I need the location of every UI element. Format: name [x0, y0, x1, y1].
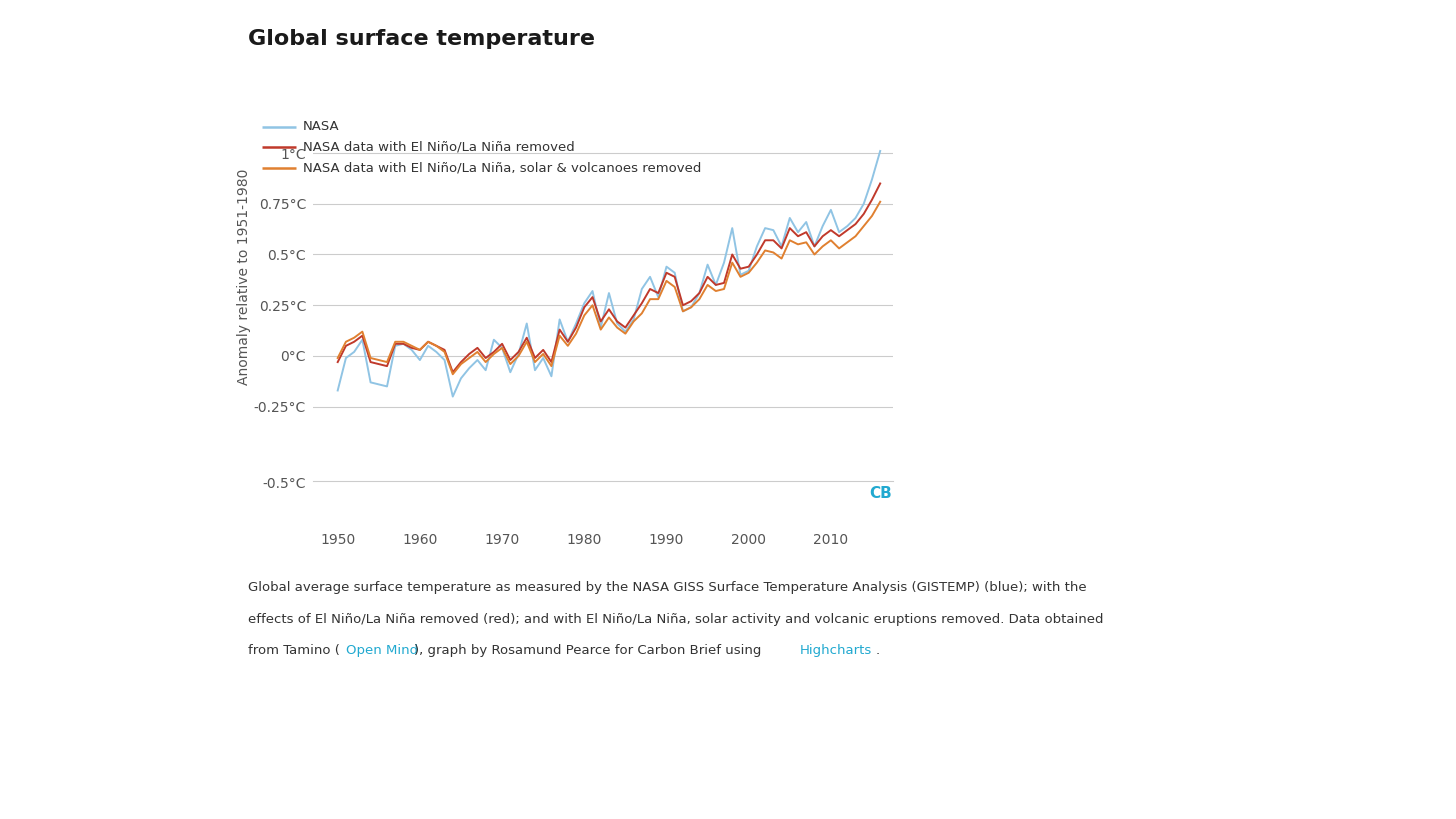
Text: NASA: NASA	[303, 120, 339, 133]
Text: Global average surface temperature as measured by the NASA GISS Surface Temperat: Global average surface temperature as me…	[248, 581, 1086, 595]
Text: Global surface temperature: Global surface temperature	[248, 29, 594, 48]
Text: Open Mind: Open Mind	[347, 644, 418, 657]
Text: ), graph by Rosamund Pearce for Carbon Brief using: ), graph by Rosamund Pearce for Carbon B…	[414, 644, 766, 657]
Text: Highcharts: Highcharts	[801, 644, 872, 657]
Text: .: .	[877, 644, 879, 657]
Text: from Tamino (: from Tamino (	[248, 644, 339, 657]
Text: NASA data with El Niño/La Niña removed: NASA data with El Niño/La Niña removed	[303, 141, 575, 154]
Y-axis label: Anomaly relative to 1951-1980: Anomaly relative to 1951-1980	[237, 169, 250, 385]
Text: effects of El Niño/La Niña removed (red); and with El Niño/La Niña, solar activi: effects of El Niño/La Niña removed (red)…	[248, 613, 1104, 626]
Text: CB: CB	[869, 486, 893, 501]
Text: NASA data with El Niño/La Niña, solar & volcanoes removed: NASA data with El Niño/La Niña, solar & …	[303, 161, 702, 174]
